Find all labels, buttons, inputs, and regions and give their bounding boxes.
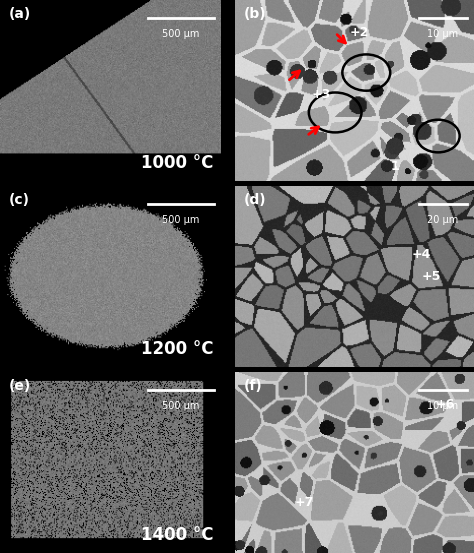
Text: (e): (e) [9,379,31,393]
Text: 1: 1 [390,160,399,174]
Text: (f): (f) [244,379,263,393]
Text: 500 μm: 500 μm [162,400,200,411]
Text: (a): (a) [9,7,31,21]
Text: (c): (c) [9,193,30,207]
Text: 20 μm: 20 μm [427,215,458,225]
Text: 1400 °C: 1400 °C [141,526,214,544]
Text: (d): (d) [244,193,267,207]
Text: +5: +5 [421,270,441,283]
Text: +3: +3 [311,88,330,101]
Text: 1000 °C: 1000 °C [141,154,214,173]
Text: +2: +2 [349,26,369,39]
Text: (b): (b) [244,7,267,21]
Text: +4: +4 [412,248,431,261]
Text: 1200 °C: 1200 °C [141,340,214,358]
Text: 10 μm: 10 μm [428,400,458,411]
Text: 500 μm: 500 μm [162,29,200,39]
Text: 10 μm: 10 μm [428,29,458,39]
Text: +7: +7 [294,495,314,509]
Text: 500 μm: 500 μm [162,215,200,225]
Text: +6: +6 [436,398,455,411]
